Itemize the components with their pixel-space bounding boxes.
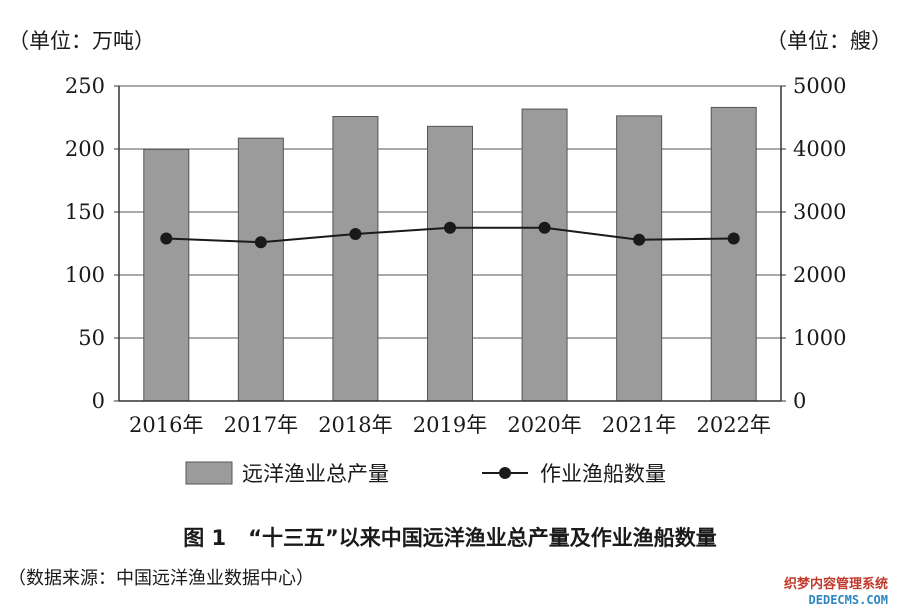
watermark-line1: 织梦内容管理系统 [784,576,888,592]
bar [710,106,757,402]
left-axis-unit-label: （单位：万吨） [8,29,155,53]
legend-swatch-bar [185,461,233,485]
right-tick-label: 2000 [793,263,846,287]
bar [237,137,284,402]
right-tick-label: 0 [793,389,806,413]
right-tick-label: 4000 [793,137,846,161]
left-tick-label: 100 [65,263,105,287]
legend: 远洋渔业总产量 作业渔船数量 [185,461,666,486]
right-tick-label: 3000 [793,200,846,224]
right-axis-ticks: 0 1000 2000 3000 4000 5000 [781,74,846,413]
x-tick-label: 2022年 [696,413,770,437]
left-tick-label: 150 [65,200,105,224]
figure-caption: 图 1 “十三五”以来中国远洋渔业总产量及作业渔船数量 [183,526,717,550]
bar [521,108,568,402]
legend-label-line: 作业渔船数量 [540,462,666,486]
line-series [160,221,740,249]
line-point [349,228,362,241]
left-tick-label: 200 [65,137,105,161]
bar [616,115,663,402]
figure-title: “十三五”以来中国远洋渔业总产量及作业渔船数量 [248,526,717,550]
bar [427,125,473,402]
watermark: 织梦内容管理系统 DEDECMS.COM [784,576,888,607]
legend-swatch-marker [499,467,511,479]
legend-label-bar: 远洋渔业总产量 [242,462,389,486]
left-tick-label: 0 [92,389,105,413]
left-axis-ticks: 0 50 100 150 200 250 [65,74,119,413]
right-tick-label: 5000 [793,74,846,98]
line-point [444,221,456,234]
x-axis-ticks: 2016年 2017年 2018年 2019年 2020年 2021年 2022年 [129,413,771,437]
axes [118,86,782,402]
left-tick-label: 250 [65,74,105,98]
right-tick-label: 1000 [793,326,846,350]
line-point [538,221,551,234]
bar [143,148,190,402]
line-point [254,236,267,249]
x-tick-label: 2020年 [507,413,581,437]
left-tick-label: 50 [78,326,105,350]
x-tick-label: 2016年 [129,413,203,437]
x-tick-label: 2018年 [318,413,392,437]
x-tick-label: 2019年 [413,413,487,437]
line-point [633,233,646,246]
line-point [727,232,740,245]
x-tick-label: 2021年 [602,413,676,437]
bar [332,115,379,402]
figure-number: 图 1 [183,526,226,550]
bar-series [143,106,757,402]
watermark-line2: DEDECMS.COM [809,593,888,607]
right-axis-unit-label: （单位：艘） [766,29,892,53]
source-note: （数据来源：中国远洋渔业数据中心） [8,568,314,589]
x-tick-label: 2017年 [224,413,298,437]
line-point [160,232,173,245]
